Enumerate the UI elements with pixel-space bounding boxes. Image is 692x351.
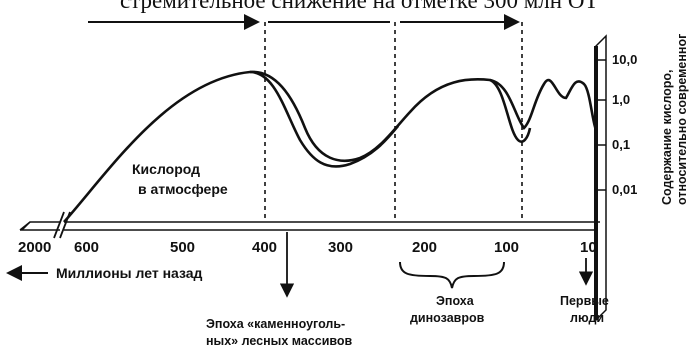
x-tick-2000: 2000 xyxy=(18,239,51,256)
x-tick-300: 300 xyxy=(328,239,353,256)
top-caption: стремительное снижение на отметке 300 мл… xyxy=(120,0,599,13)
y-tick-labels: 10,0 1,0 0,1 0,01 xyxy=(612,52,637,197)
y-axis-title-line1: Содержание кислоро, xyxy=(660,69,674,205)
curve-label: Кислород в атмосфере xyxy=(132,161,228,197)
x-tick-labels: 2000 600 500 400 300 200 100 10 xyxy=(18,239,597,256)
y-tick-0-1: 0,1 xyxy=(612,137,630,152)
x-tick-10: 10 xyxy=(580,239,597,256)
time-axis-band xyxy=(19,211,600,239)
y-tick-1: 1,0 xyxy=(612,92,630,107)
coal-era-annotation: Эпоха «каменноуголь- ных» лесных массиво… xyxy=(206,232,353,348)
dino-era-line2: динозавров xyxy=(410,311,485,325)
dinosaur-era-annotation: Эпоха динозавров xyxy=(399,261,505,325)
first-people-line1: Первые xyxy=(560,294,609,308)
curve-label-line2: в атмосфере xyxy=(138,181,228,197)
curve-label-line1: Кислород xyxy=(132,161,200,177)
coal-era-line2: ных» лесных массивов xyxy=(206,334,353,348)
x-tick-200: 200 xyxy=(412,239,437,256)
dino-era-line1: Эпоха xyxy=(436,294,475,308)
x-tick-500: 500 xyxy=(170,239,195,256)
y-axis-title-line2: относительно современног xyxy=(675,34,689,205)
x-tick-600: 600 xyxy=(74,239,99,256)
first-people-line2: люди xyxy=(570,311,604,325)
y-axis-title: Содержание кислоро, относительно совреме… xyxy=(660,34,689,205)
time-axis-text: Миллионы лет назад xyxy=(56,265,203,281)
x-tick-100: 100 xyxy=(494,239,519,256)
first-people-annotation: Первые люди xyxy=(560,258,609,325)
oxygen-curve xyxy=(63,70,598,223)
y-tick-10: 10,0 xyxy=(612,52,637,67)
time-axis-label: Миллионы лет назад xyxy=(6,265,203,281)
y-scale-panel xyxy=(594,34,607,322)
coal-era-line1: Эпоха «каменноуголь- xyxy=(206,317,345,331)
y-tick-0-01: 0,01 xyxy=(612,182,637,197)
era-dividers xyxy=(264,22,523,222)
x-tick-400: 400 xyxy=(252,239,277,256)
